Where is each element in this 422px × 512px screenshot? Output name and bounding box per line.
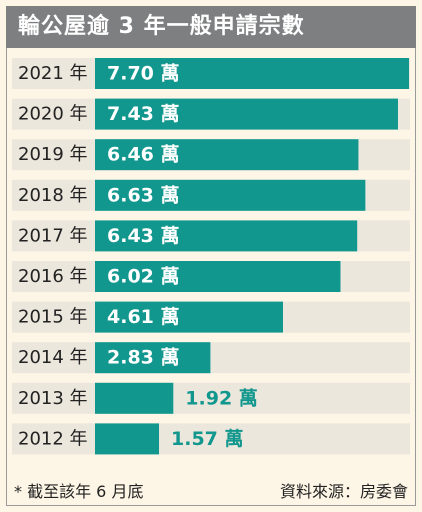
chart-title: 輪公屋逾 3 年一般申請宗數 [18,14,305,39]
value-label: 1.92 萬 [185,387,257,409]
category-label: 2017 年 [18,225,88,246]
row-band [12,382,410,414]
bar [95,423,160,455]
source-credit: 資料來源：房委會 [279,482,408,501]
bar [95,98,398,130]
bar [95,301,283,333]
title-bar: 輪公屋逾 3 年一般申請宗數 [6,6,416,48]
category-label: 2021 年 [18,63,88,84]
category-label: 2012 年 [18,428,88,449]
value-label: 2.83 萬 [107,347,180,369]
bar [95,179,366,211]
bar [95,342,211,374]
value-label: 6.46 萬 [107,144,180,166]
category-label: 2018 年 [18,185,88,206]
value-label: 6.63 萬 [107,184,180,206]
category-label: 2014 年 [18,347,88,368]
category-label: 2020 年 [18,104,88,125]
bar [95,261,341,292]
value-label: 6.02 萬 [107,266,180,288]
value-label: 4.61 萬 [107,306,180,328]
value-label: 7.43 萬 [107,103,180,125]
value-label: 6.43 萬 [107,225,180,247]
bar [95,139,359,171]
bar [95,382,174,414]
category-label: 2019 年 [18,144,88,165]
category-label: 2016 年 [18,266,88,287]
bar [95,58,409,89]
footnote: * 截至該年 6 月底 [14,482,144,501]
value-label: 7.70 萬 [107,63,180,85]
row-band [12,423,410,455]
row-band [12,342,410,374]
category-label: 2015 年 [18,307,88,328]
value-label: 1.57 萬 [171,428,244,450]
bar [95,220,358,252]
chart-frame [6,6,416,506]
category-label: 2013 年 [18,388,88,409]
